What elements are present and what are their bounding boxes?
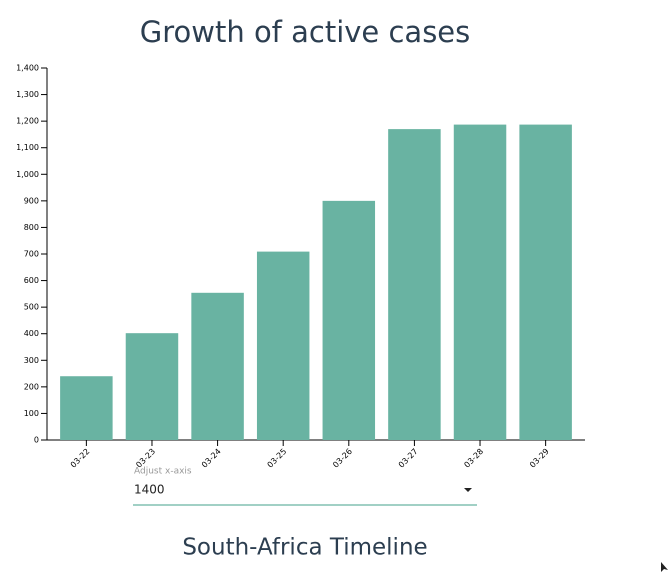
y-tick-label: 500 [24, 303, 39, 312]
y-tick-label: 800 [24, 223, 39, 232]
y-tick-label: 700 [24, 250, 39, 259]
x-tick-label: 03-27 [397, 447, 420, 470]
y-tick-label: 1,400 [16, 64, 39, 73]
y-tick-label: 400 [24, 329, 39, 338]
bar [60, 376, 113, 440]
chart-title: Growth of active cases [140, 15, 471, 49]
x-tick-label: 03-22 [69, 447, 92, 470]
bar [388, 129, 441, 440]
bar [453, 124, 507, 441]
x-tick-label: 03-24 [200, 447, 223, 470]
x-tick-label: 03-29 [528, 447, 551, 470]
x-tick-label: 03-25 [266, 447, 289, 470]
x-tick-label: 03-26 [331, 447, 354, 470]
x-tick-label: 03-28 [462, 447, 485, 470]
footer-title: South-Africa Timeline [182, 535, 427, 561]
y-tick-label: 1,100 [16, 143, 39, 152]
bar [191, 292, 244, 440]
y-tick-label: 100 [24, 409, 39, 418]
y-tick-label: 1,300 [16, 90, 39, 99]
bar [256, 251, 310, 440]
y-tick-label: 900 [24, 196, 39, 205]
bar [125, 333, 179, 440]
y-tick-label: 300 [24, 356, 39, 365]
bar [322, 200, 376, 440]
cursor [661, 562, 668, 572]
y-tick-label: 600 [24, 276, 39, 285]
y-tick-label: 0 [34, 436, 39, 445]
control-label: Adjust x-axis [134, 467, 192, 477]
dropdown-arrow[interactable] [464, 488, 472, 492]
bar [519, 124, 572, 441]
y-tick-label: 1,000 [16, 170, 39, 179]
control-value[interactable]: 1400 [134, 483, 165, 497]
y-tick-label: 200 [24, 382, 39, 391]
y-tick-label: 1,200 [16, 117, 39, 126]
x-axis-control[interactable]: Adjust x-axis 1400 [133, 467, 477, 506]
